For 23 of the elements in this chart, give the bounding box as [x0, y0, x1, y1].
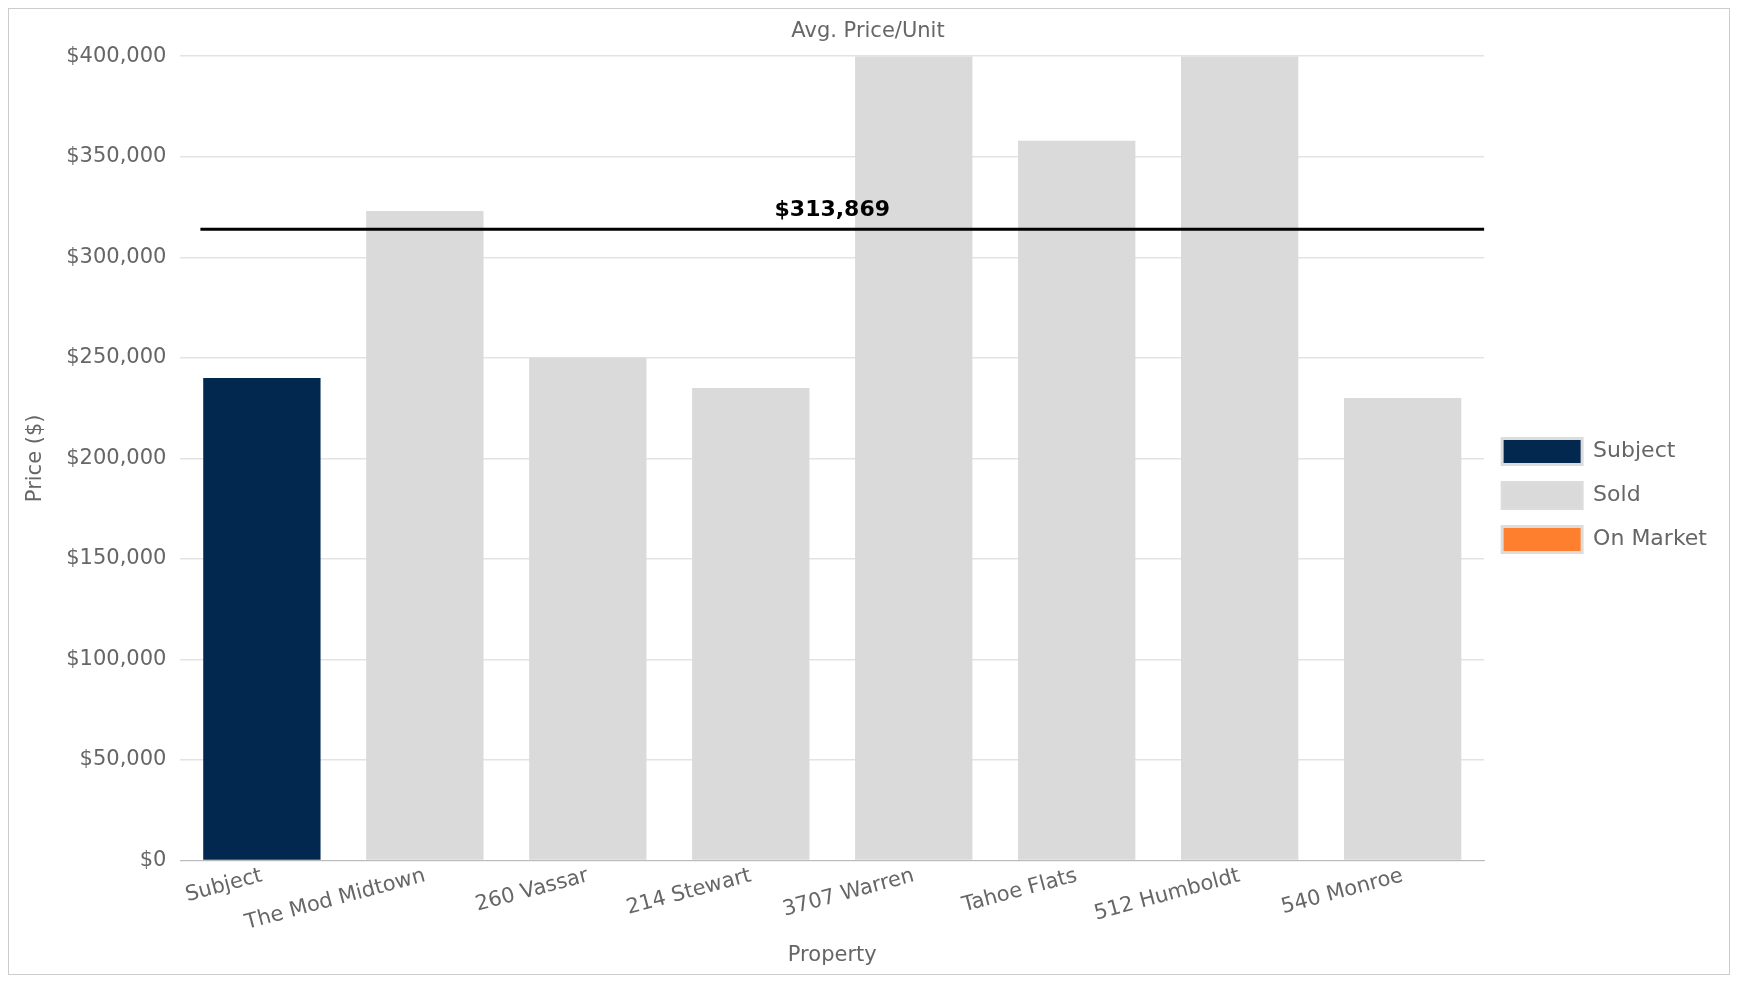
- y-tick-label: $50,000: [79, 746, 167, 771]
- ref-line-label: $313,869: [774, 196, 891, 222]
- legend-label: On Market: [1593, 525, 1708, 551]
- chart-title: Avg. Price/Unit: [791, 18, 945, 43]
- legend-label: Sold: [1593, 481, 1641, 507]
- x-tick-label: 214 Stewart: [623, 862, 754, 919]
- x-tick-label: 540 Monroe: [1278, 862, 1406, 919]
- y-tick-label: $150,000: [66, 545, 167, 570]
- x-tick-label: Subject: [182, 862, 265, 907]
- bar: [203, 377, 321, 860]
- x-tick-label: Tahoe Flats: [958, 862, 1080, 917]
- x-axis-title: Property: [787, 941, 877, 966]
- y-tick-label: $300,000: [66, 243, 167, 268]
- y-tick-label: $0: [139, 846, 167, 871]
- y-tick-label: $200,000: [66, 444, 167, 469]
- legend-label: Subject: [1593, 437, 1676, 463]
- x-tick-label: 3707 Warren: [779, 862, 917, 921]
- x-tick-label: 260 Vassar: [472, 862, 591, 916]
- y-tick-label: $250,000: [66, 344, 167, 369]
- y-tick-label: $100,000: [66, 645, 167, 670]
- y-tick-label: $350,000: [66, 143, 167, 168]
- y-tick-label: $400,000: [66, 42, 167, 67]
- y-axis-title: Price ($): [22, 414, 47, 503]
